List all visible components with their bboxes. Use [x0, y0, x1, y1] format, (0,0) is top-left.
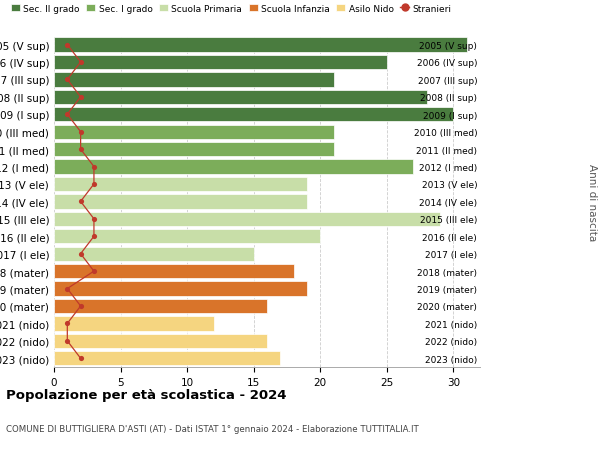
Point: [89, 233, 99, 241]
Bar: [54, 108, 454, 122]
Bar: [54, 125, 334, 140]
Point: [62, 285, 72, 292]
Text: Anni di nascita: Anni di nascita: [587, 163, 597, 241]
Point: [76, 198, 85, 206]
Bar: [54, 56, 387, 70]
Point: [62, 42, 72, 49]
Bar: [54, 38, 467, 52]
Point: [89, 181, 99, 188]
Bar: [54, 195, 307, 209]
Point: [76, 129, 85, 136]
Text: COMUNE DI BUTTIGLIERA D'ASTI (AT) - Dati ISTAT 1° gennaio 2024 - Elaborazione TU: COMUNE DI BUTTIGLIERA D'ASTI (AT) - Dati…: [6, 425, 419, 434]
Point: [62, 337, 72, 345]
Bar: [54, 317, 214, 331]
Bar: [54, 299, 267, 313]
Point: [76, 59, 85, 67]
Bar: [54, 334, 267, 348]
Legend: Sec. II grado, Sec. I grado, Scuola Primaria, Scuola Infanzia, Asilo Nido, Stran: Sec. II grado, Sec. I grado, Scuola Prim…: [11, 5, 452, 13]
Bar: [54, 247, 254, 261]
Point: [89, 268, 99, 275]
Text: Popolazione per età scolastica - 2024: Popolazione per età scolastica - 2024: [6, 388, 287, 401]
Bar: [54, 212, 440, 226]
Point: [89, 163, 99, 171]
Bar: [54, 178, 307, 192]
Bar: [54, 143, 334, 157]
Point: [62, 320, 72, 327]
Point: [62, 77, 72, 84]
Bar: [54, 352, 280, 366]
Bar: [54, 160, 413, 174]
Point: [76, 146, 85, 153]
Point: [89, 216, 99, 223]
Point: [76, 355, 85, 362]
Bar: [54, 230, 320, 244]
Bar: [54, 282, 307, 296]
Point: [76, 94, 85, 101]
Point: [62, 112, 72, 119]
Bar: [54, 90, 427, 105]
Point: [76, 302, 85, 310]
Point: [76, 251, 85, 258]
Bar: [54, 73, 334, 87]
Bar: [54, 264, 293, 279]
